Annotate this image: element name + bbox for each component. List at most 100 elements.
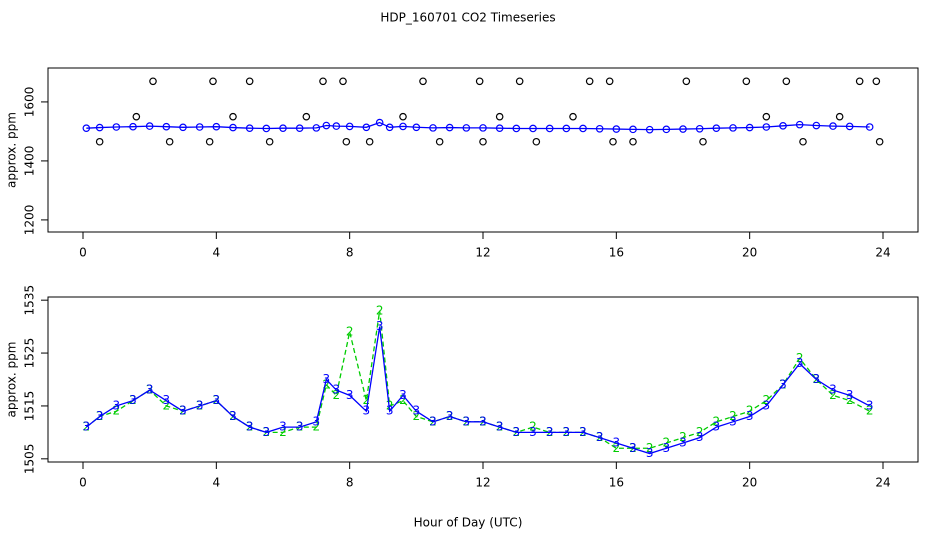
data-point: 2 [346,324,354,338]
data-point: 2 [323,377,331,391]
data-point: 2 [679,430,687,444]
x-tick-label: 4 [213,246,221,260]
data-point: 3 [446,409,454,423]
data-point [875,137,884,146]
data-point: 2 [846,393,854,407]
data-point [195,123,204,131]
data-point [712,124,721,132]
data-point: 3 [546,425,554,439]
data-point [262,124,271,133]
data-point [612,125,621,133]
data-point: 3 [363,404,371,418]
data-point [342,137,351,146]
data-point [229,112,237,121]
x-tick-label: 24 [875,476,890,490]
data-point [782,77,791,86]
data-point [829,122,837,130]
data-point [795,120,804,129]
data-point: 3 [579,425,587,439]
data-point: 2 [399,393,407,407]
data-point [149,77,157,86]
data-point [399,122,407,131]
data-point [475,77,484,86]
data-point: 3 [229,409,237,423]
data-point: 3 [729,414,737,428]
y-tick-label: 1505 [23,444,37,475]
data-point [799,137,807,146]
data-point: 3 [463,414,471,428]
data-point: 2 [746,404,754,418]
x-tick-label: 8 [346,246,354,260]
data-point [399,112,407,121]
data-point: 3 [179,404,187,418]
data-point: 3 [113,398,121,412]
data-point [345,122,354,131]
data-point [845,122,854,131]
data-point: 3 [779,377,787,391]
data-point: 3 [513,425,521,439]
data-point [562,124,571,133]
data-point [679,125,687,133]
data-point: 2 [279,425,287,439]
data-point: 3 [813,372,821,386]
data-point: 3 [563,425,571,439]
x-tick-label: 12 [475,246,490,260]
data-point [699,137,707,146]
data-point: 3 [663,441,671,455]
data-point [165,137,174,146]
data-point [82,124,91,132]
data-point [319,77,327,86]
y-axis-label: approx. ppm [5,112,19,188]
data-point [212,122,221,131]
data-point [332,122,341,130]
data-point [762,123,771,131]
data-point [855,77,864,86]
data-point: 3 [129,393,137,407]
data-point: 2 [729,409,737,423]
y-tick-label: 1515 [23,391,37,422]
x-tick-label: 16 [609,476,624,490]
data-point: 2 [363,393,371,407]
data-point: 2 [376,303,384,317]
data-point [729,124,737,132]
data-point: 3 [83,420,91,434]
data-point [419,77,427,86]
data-point [265,137,274,146]
data-point [375,118,384,127]
plot-frame [47,67,919,233]
data-point [495,112,504,121]
x-tick-label: 8 [346,476,354,490]
data-point: 2 [796,351,804,365]
data-point: 3 [163,393,171,407]
data-point: 2 [663,435,671,449]
data-point: 3 [213,393,221,407]
data-point: 2 [313,420,321,434]
data-point [362,123,371,132]
data-point [179,123,187,132]
chart-title: HDP_160701 CO2 Timeseries [380,11,555,25]
data-point [479,137,487,146]
data-point [545,124,554,133]
data-point [529,124,537,133]
data-point [279,124,287,132]
data-point [779,122,787,130]
data-point [145,122,154,130]
data-point: 2 [866,404,874,418]
data-point [245,124,254,132]
data-point [579,124,587,133]
data-point [695,124,704,133]
data-point [515,77,524,86]
data-point [865,123,874,131]
data-point [629,137,637,146]
data-point: 3 [629,441,637,455]
data-point: 3 [496,420,504,434]
data-point: 2 [163,398,171,412]
data-point: 3 [399,388,407,402]
plot-area [82,77,884,146]
data-point [245,77,254,86]
data-point [662,125,671,134]
data-point [835,112,844,121]
data-point [112,123,121,131]
data-point: 2 [386,398,394,412]
